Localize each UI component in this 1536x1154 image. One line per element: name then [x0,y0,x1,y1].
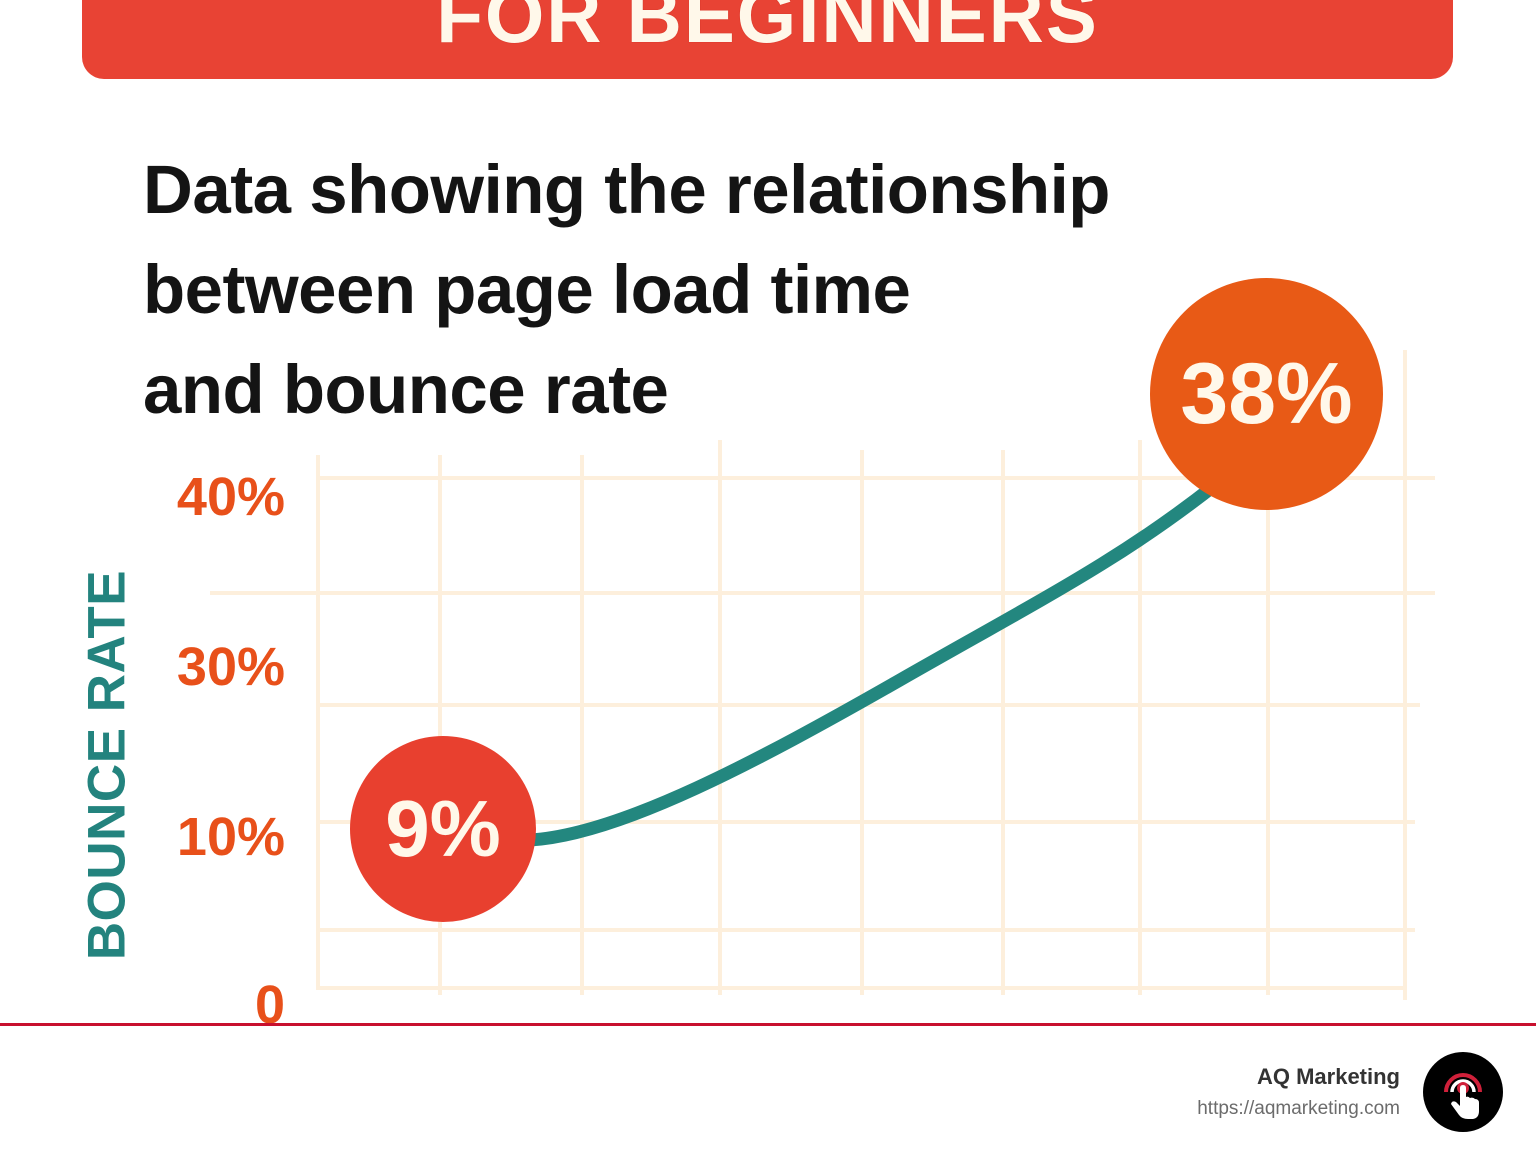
start-value-bubble: 9% [350,736,536,922]
tap-hand-icon [1444,1073,1482,1119]
chart-title: Data showing the relationship between pa… [143,140,1110,440]
brand-name: AQ Marketing [1256,1064,1400,1089]
brand-url-link[interactable]: https://aqmarketing.com [1197,1098,1400,1119]
y-tick-30: 30% [176,637,285,697]
title-line-3: and bounce rate [143,351,669,428]
banner-title: FOR BEGINNERS [436,0,1099,59]
bounce-rate-curve [529,479,1220,847]
title-line-2: between page load time [143,251,911,328]
y-tick-10: 10% [176,807,285,867]
header-banner: FOR BEGINNERS [82,0,1453,79]
footer-divider [0,1023,1536,1026]
end-value-bubble: 38% [1150,278,1383,510]
title-line-1: Data showing the relationship [143,151,1110,228]
end-value-label: 38% [1180,345,1353,442]
y-tick-40: 40% [176,467,285,527]
brand-logo[interactable] [1423,1052,1503,1132]
y-axis-label: BOUNCE RATE [77,569,137,961]
start-value-label: 9% [385,784,501,873]
